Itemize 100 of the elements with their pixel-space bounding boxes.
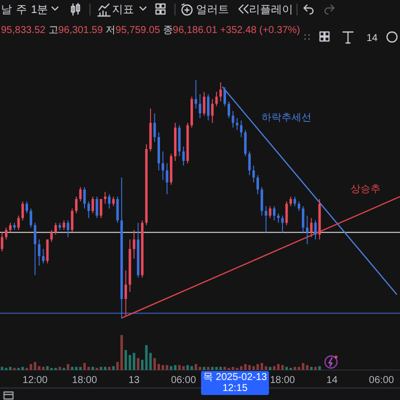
bar (162, 365, 164, 370)
series-label: 하락추세선 (261, 112, 312, 124)
bar (285, 366, 288, 370)
candlestick (228, 100, 230, 119)
candlestick (62, 220, 66, 230)
bar (136, 358, 140, 370)
bar (318, 366, 321, 370)
candlestick (0, 232, 4, 252)
candlestick (211, 98, 214, 124)
candlestick (302, 206, 304, 233)
candlestick (124, 270, 128, 316)
bar (145, 345, 148, 370)
text: 지표 (112, 4, 134, 16)
bar (38, 366, 40, 370)
bar (264, 366, 268, 370)
bar (132, 352, 136, 370)
bar (178, 365, 181, 370)
candlestick (104, 191, 106, 204)
bar (9, 366, 12, 370)
candlestick (219, 82, 222, 102)
bar (281, 365, 284, 370)
bar (75, 366, 78, 370)
bar (248, 365, 251, 370)
candlestick (79, 186, 82, 202)
candlestick (162, 150, 164, 180)
bar (149, 352, 152, 370)
bar (79, 366, 82, 370)
candlestick (240, 120, 242, 138)
bar (190, 366, 193, 370)
x-tick-label: 18:00 (72, 375, 98, 386)
bar (256, 364, 259, 370)
bar (268, 366, 272, 370)
bar (100, 366, 102, 370)
bar (87, 366, 90, 370)
candlestick (224, 86, 226, 107)
candlestick (310, 218, 313, 238)
candlestick (42, 248, 45, 264)
candlestick (50, 229, 53, 242)
bar (219, 366, 222, 370)
bar (104, 366, 106, 370)
candlestick (108, 194, 111, 209)
bar (272, 366, 276, 370)
x-tick-label: 12:00 (22, 375, 48, 386)
text: 목 2025-02-13 12:15 (203, 372, 268, 394)
bar (314, 366, 317, 370)
candlestick (248, 150, 251, 176)
candlestick (306, 215, 308, 245)
candlestick (70, 208, 74, 233)
x-tick-label: 06:00 (170, 375, 196, 386)
candlestick (46, 239, 49, 264)
bar (302, 363, 304, 370)
candlestick (264, 206, 268, 233)
bar (70, 366, 74, 370)
candlestick (202, 91, 206, 116)
candlestick (112, 196, 115, 207)
x-tick-label: 06:00 (368, 375, 394, 386)
bar (120, 335, 123, 370)
bar (306, 365, 308, 370)
bar (58, 366, 62, 370)
text: 14 (366, 33, 378, 44)
text: 리플레이 (249, 4, 293, 16)
candlestick (298, 200, 300, 212)
bar (66, 364, 70, 370)
candlestick (54, 222, 57, 236)
candlestick (9, 222, 12, 233)
text: 1분 (31, 4, 48, 16)
bar (194, 364, 198, 370)
x-tick-label: 14 (326, 375, 338, 386)
bar (244, 364, 247, 370)
candlestick (116, 196, 119, 224)
candlestick (289, 196, 292, 207)
candlestick (194, 80, 198, 110)
text: 날 (1, 4, 12, 16)
candlestick (314, 220, 317, 240)
bar (83, 363, 86, 370)
bar (174, 365, 176, 370)
candlestick (30, 208, 32, 228)
x-tick-label: 13 (128, 375, 140, 386)
bar (34, 362, 36, 370)
candlestick (260, 186, 264, 216)
candlestick (153, 112, 156, 142)
bar (277, 364, 280, 370)
text: 95,833.52 고96,301.59 저95,759.05 종96,186.01 +352.48 (+0.37%) (1, 25, 300, 36)
bar (108, 366, 111, 370)
bar (224, 366, 226, 370)
candlestick (96, 196, 98, 218)
candlestick (4, 227, 8, 240)
bar (92, 366, 94, 370)
candlestick (66, 220, 70, 238)
candlestick (26, 200, 28, 214)
bar (186, 365, 189, 370)
candlestick (92, 196, 94, 214)
candlestick (256, 174, 259, 195)
bar (0, 366, 4, 370)
bar (42, 366, 45, 370)
x-tick-label: 18:00 (270, 375, 296, 386)
bar (260, 363, 264, 370)
bar (211, 366, 214, 370)
candlestick (34, 222, 36, 276)
bar (124, 350, 128, 370)
